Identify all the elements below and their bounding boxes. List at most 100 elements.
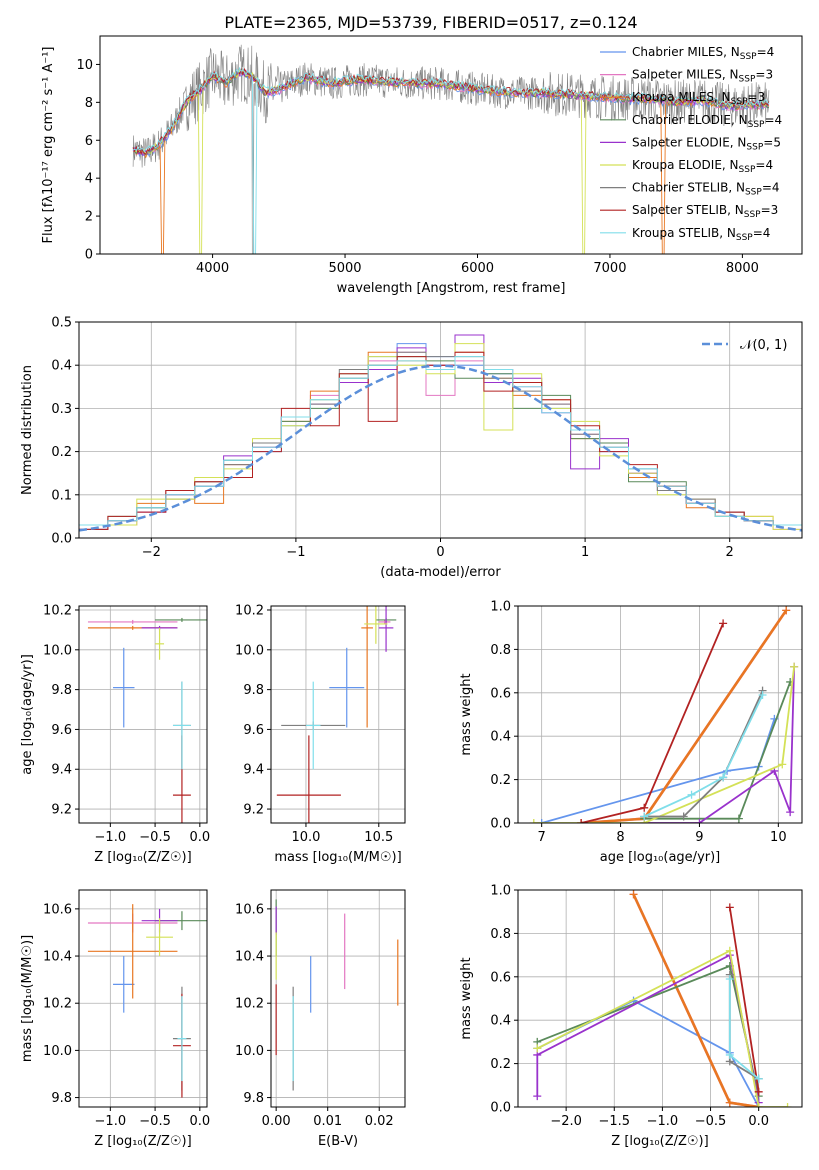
axes-frame (78, 605, 208, 824)
mass-weight-marker (725, 1098, 734, 1107)
y-tick-label: 9.2 (243, 803, 264, 818)
y-tick-label: 0.1 (51, 488, 72, 503)
x-axis-label: (data-model)/error (380, 565, 501, 580)
axes-frame (517, 889, 803, 1108)
mass-weight-marker (758, 690, 767, 699)
x-tick-label: −1 (286, 545, 305, 560)
x-tick-label: −2.0 (550, 1114, 582, 1129)
axes-frame (270, 889, 406, 1108)
mass-weight-marker (533, 1044, 542, 1053)
x-tick-label: 2 (726, 545, 734, 560)
error-bar-point (172, 681, 191, 770)
y-axis-label: age [log₁₀(age/yr)] (20, 654, 35, 775)
x-tick-label: 7000 (593, 261, 626, 276)
error-bar-point (329, 647, 365, 728)
y-tick-label: 10.2 (235, 997, 264, 1012)
model-spectrum-line (132, 67, 770, 156)
y-axis-label: mass weight (459, 673, 474, 755)
y-tick-label: 8 (85, 96, 93, 111)
x-axis-label: mass [log₁₀(M/M☉)] (274, 850, 401, 865)
y-tick-label: 9.4 (243, 763, 264, 778)
plot-area (533, 890, 792, 1107)
mass-weight-marker (754, 1087, 763, 1096)
x-tick-label: 10.5 (364, 830, 393, 845)
plot-area (87, 617, 207, 823)
y-tick-label: 9.8 (51, 683, 72, 698)
legend-label: 𝒩(0, 1) (740, 338, 787, 353)
x-tick-label: −0.5 (139, 830, 171, 845)
y-tick-label: 1.0 (490, 600, 511, 615)
x-tick-label: −1.0 (647, 1114, 679, 1129)
mass-weight-marker (778, 760, 787, 769)
y-axis-label: Normed distribution (20, 365, 35, 495)
chart-title: PLATE=2365, MJD=53739, FIBERID=0517, z=0… (224, 13, 637, 32)
y-tick-label: 10 (76, 58, 93, 73)
mass-vs-metallicity-panel: −1.0 −0.5 0.0 9.8 10.0 10.2 10.4 10.6 Z [log₁₀(Z… (20, 889, 210, 1149)
y-tick-label: 0.4 (51, 359, 72, 374)
y-tick-label: 10.6 (43, 902, 72, 917)
y-tick-label: 1.0 (490, 884, 511, 899)
legend-label: Chabrier STELIB, NSSP=4 (632, 181, 780, 198)
x-tick-label: 10 (770, 830, 787, 845)
age-vs-metallicity-panel: −1.0 −0.5 0.0 9.2 9.4 9.6 9.8 10.0 10.2 Z [log₁₀(… (20, 603, 210, 865)
model-spectrum-line (132, 69, 770, 156)
x-tick-label: 5000 (328, 261, 361, 276)
x-tick-label: −2 (142, 545, 161, 560)
x-tick-label: 4000 (196, 261, 229, 276)
histogram-series-step (79, 343, 802, 538)
legend-label: Kroupa STELIB, NSSP=4 (632, 226, 770, 243)
x-tick-label: 0 (436, 545, 444, 560)
y-tick-label: 4 (85, 172, 93, 187)
spectrum-panel: 4000 5000 6000 7000 8000 0 2 4 6 8 10 wavelength [A… (41, 13, 803, 296)
mass-weight-line (643, 694, 764, 818)
mass-weight-marker (782, 606, 791, 615)
mass-weight-marker (725, 1050, 734, 1059)
axes-frame (78, 889, 208, 1108)
mass-weight-line (541, 718, 776, 823)
mass-weight-line (536, 949, 788, 1107)
y-tick-label: 0 (85, 248, 93, 263)
residual-histogram-panel: −2 −1 0 1 2 0.0 0.1 0.2 0.3 0.4 0.5 (data-model)/er… (20, 316, 803, 580)
x-axis-label: E(B-V) (318, 1134, 358, 1149)
plot-area (529, 606, 799, 823)
x-tick-label: 10.0 (291, 830, 320, 845)
x-axis-label: Z [log₁₀(Z/Z☉)] (611, 1134, 708, 1149)
mass-weight-line (644, 690, 764, 818)
y-tick-label: 10.0 (43, 1044, 72, 1059)
x-axis-label: Z [log₁₀(Z/Z☉)] (94, 1134, 191, 1149)
y-tick-label: 0.6 (490, 970, 511, 985)
y-tick-label: 9.6 (51, 723, 72, 738)
error-bar-point (113, 956, 135, 1013)
mass-weight-marker (695, 819, 704, 823)
y-tick-label: 9.8 (243, 1091, 264, 1106)
error-bar-point (155, 627, 165, 660)
legend-label: Chabrier ELODIE, NSSP=4 (632, 113, 782, 130)
histogram-series-step (79, 356, 802, 538)
mass-weight-marker (533, 1092, 542, 1101)
mass-weight-vs-age-panel: 7 8 9 10 0.0 0.2 0.4 0.6 0.8 1.0 age [log₁₀(age/yr… (459, 600, 803, 865)
y-axis-label: mass weight (459, 957, 474, 1039)
plot-area (276, 606, 397, 823)
mass-weight-marker (719, 773, 728, 782)
y-tick-label: 10.2 (43, 603, 72, 618)
x-axis-label: Z [log₁₀(Z/Z☉)] (94, 850, 191, 865)
axes-frame (99, 35, 803, 255)
axes-frame (517, 605, 803, 824)
y-tick-label: 0.6 (490, 686, 511, 701)
mass-weight-marker (786, 808, 795, 817)
mass-weight-marker (629, 890, 638, 899)
x-tick-label: −1.0 (95, 1114, 127, 1129)
y-tick-label: 0.5 (51, 316, 72, 331)
error-bar-point (364, 606, 388, 644)
normal-distribution-curve (79, 364, 802, 532)
axes-frame (270, 605, 406, 824)
y-tick-label: 0.0 (490, 1101, 511, 1116)
mass-weight-marker (719, 619, 728, 628)
error-bar-point (361, 606, 373, 728)
mass-weight-line (644, 666, 795, 823)
x-tick-label: 0.0 (748, 1114, 769, 1129)
y-tick-label: 10.2 (235, 603, 264, 618)
error-bar-point (87, 619, 178, 624)
y-axis-label: Flux [fλ10⁻¹⁷ erg cm⁻² s⁻¹ A⁻¹] (41, 47, 56, 244)
